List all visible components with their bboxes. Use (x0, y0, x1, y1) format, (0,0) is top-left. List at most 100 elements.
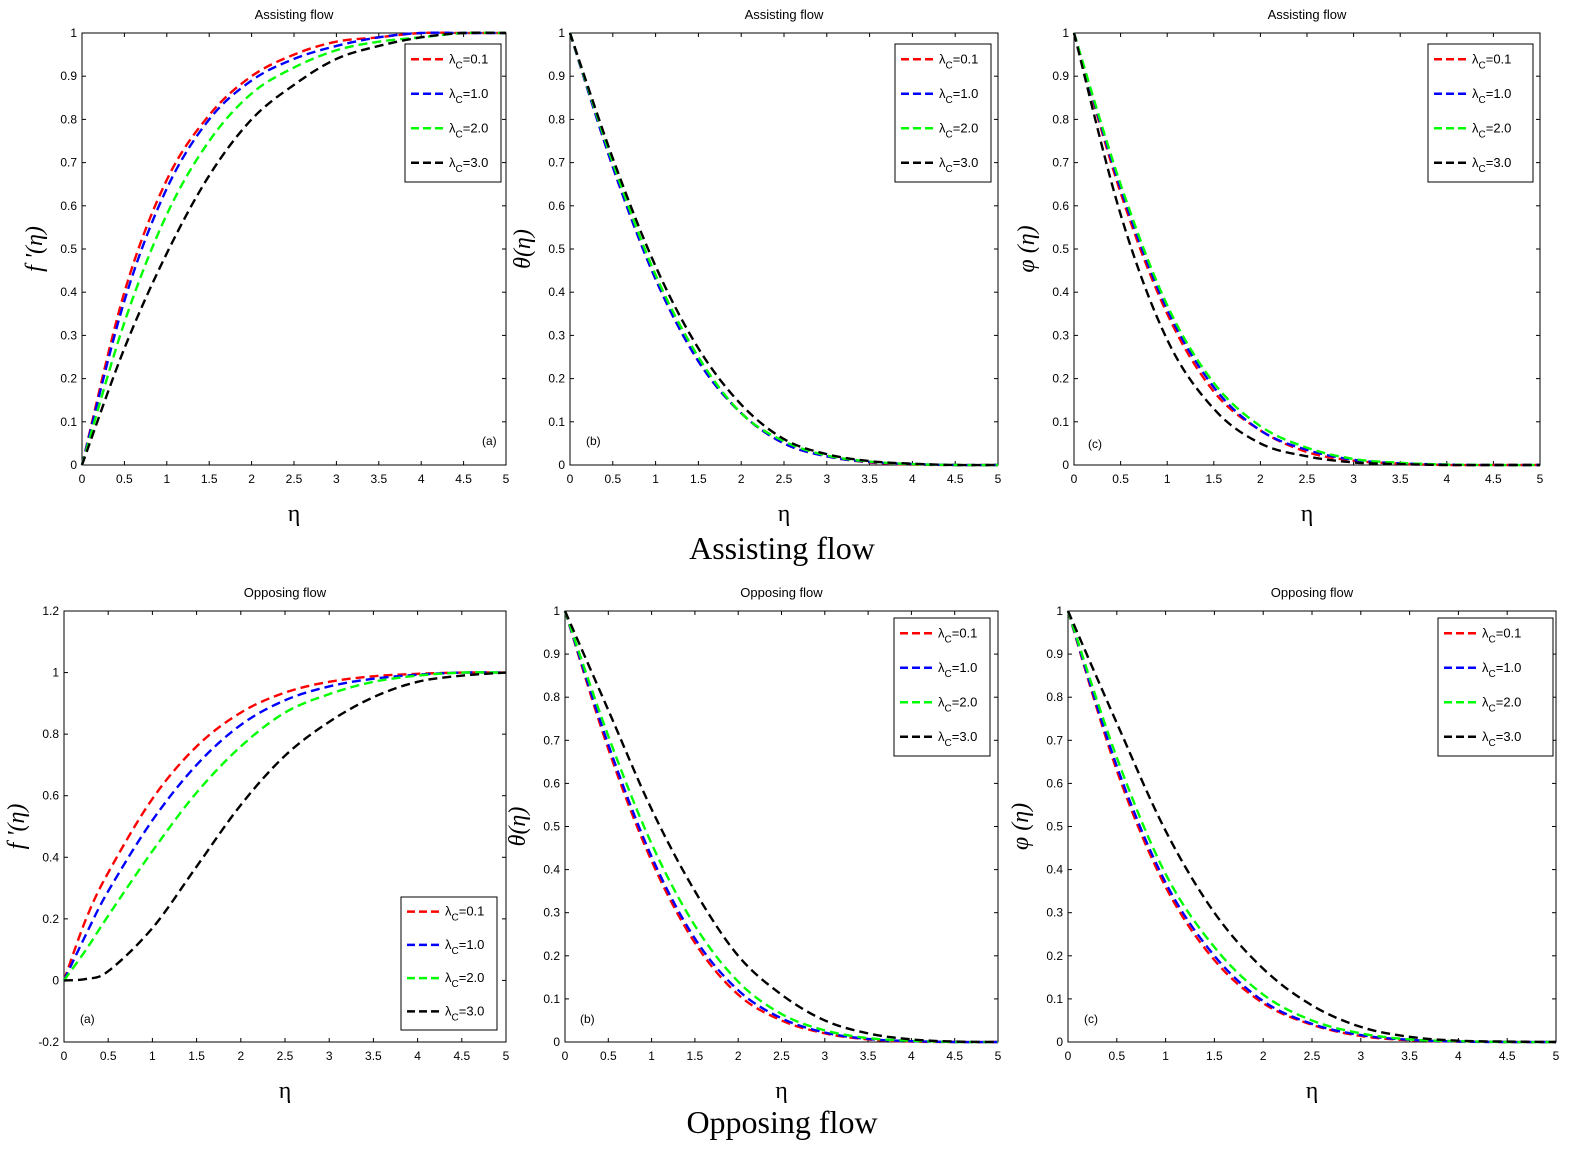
x-tick-label: 1.5 (687, 1049, 704, 1063)
series-line-3 (80, 31, 507, 466)
x-tick-label: 5 (995, 1049, 1002, 1063)
legend-label: λC=1.0 (939, 86, 978, 106)
x-tick-label: 3 (1350, 472, 1357, 486)
y-tick-label: 0.1 (548, 415, 565, 429)
y-tick-label: 0.3 (548, 328, 565, 342)
x-tick-label: 1.5 (201, 472, 218, 486)
legend-label: λC=0.1 (445, 904, 484, 924)
x-tick-label: 3 (1357, 1049, 1364, 1063)
x-tick-label: 4 (418, 472, 425, 486)
y-tick-label: 0.9 (548, 69, 565, 83)
legend: λC=0.1 λC=1.0 λC=2.0 λC=3.0 (404, 43, 502, 183)
legend-label: λC=0.1 (938, 625, 977, 645)
chart-panel-assist-c: 0 0.5 1 1.5 2 2.5 3 3.5 4 4.5 5 0 0.1 0.2 0.3 0.4 0.5 0.6… (1014, 7, 1544, 527)
x-tick-label: 5 (1537, 472, 1544, 486)
x-tick-label: 2 (1260, 1049, 1267, 1063)
y-tick-label: 0.1 (60, 415, 77, 429)
x-tick-label: 2.5 (1299, 472, 1316, 486)
series-line-4 (568, 32, 999, 467)
caption-opposing-flow: Opposing flow (686, 1104, 878, 1140)
legend-label: λC=1.0 (449, 86, 488, 106)
y-tick-label: 0.1 (543, 992, 560, 1006)
legend: λC=0.1 λC=1.0 λC=2.0 λC=3.0 (1437, 617, 1554, 757)
chart-title: Opposing flow (244, 585, 327, 600)
legend-label: λC=3.0 (1482, 729, 1521, 749)
series-line-4 (1072, 32, 1540, 467)
y-tick-label: 1 (1056, 604, 1063, 618)
x-tick-label: 1.5 (690, 472, 707, 486)
chart-title: Assisting flow (745, 7, 824, 22)
legend-label: λC=1.0 (1482, 660, 1521, 680)
y-axis-label: φ (η) (1008, 803, 1034, 850)
chart-panel-oppose-c: 0 0.5 1 1.5 2 2.5 3 3.5 4 4.5 5 0 0.1 0.2 0.3 0.4 0.5 0.6… (1008, 585, 1560, 1104)
x-tick-label: 0 (1065, 1049, 1072, 1063)
x-axis-label: η (288, 501, 301, 527)
panel-label: (c) (1084, 1012, 1098, 1026)
x-tick-label: 0.5 (604, 472, 621, 486)
x-axis-label: η (279, 1078, 292, 1104)
x-tick-label: 4.5 (1499, 1049, 1516, 1063)
y-tick-label: -0.2 (38, 1035, 59, 1049)
legend-label: λC=2.0 (445, 970, 484, 990)
y-tick-label: 1.2 (42, 604, 59, 618)
x-tick-label: 3.5 (861, 472, 878, 486)
chart-title: Opposing flow (740, 585, 823, 600)
x-tick-label: 0.5 (600, 1049, 617, 1063)
legend-label: λC=3.0 (939, 155, 978, 175)
legend-box (404, 43, 502, 183)
chart-title: Opposing flow (1271, 585, 1354, 600)
x-tick-label: 2.5 (773, 1049, 790, 1063)
x-tick-label: 0 (1071, 472, 1078, 486)
x-tick-label: 4 (1443, 472, 1450, 486)
y-tick-label: 0.6 (60, 199, 77, 213)
panel-label: (a) (482, 434, 497, 448)
legend-label: λC=1.0 (445, 937, 484, 957)
y-tick-label: 0.1 (1046, 992, 1063, 1006)
y-tick-label: 0.3 (60, 328, 77, 342)
legend-label: λC=2.0 (1472, 120, 1511, 140)
x-tick-label: 1 (652, 472, 659, 486)
chart-panel-oppose-a: 0 0.5 1 1.5 2 2.5 3 3.5 4 4.5 5-0.200.20.40.60.811… (4, 585, 510, 1104)
legend-label: λC=3.0 (1472, 155, 1511, 175)
legend-label: λC=1.0 (1472, 86, 1511, 106)
panel-label: (c) (1088, 437, 1102, 451)
x-axis-label: η (775, 1078, 788, 1104)
x-tick-label: 1 (149, 1049, 156, 1063)
y-tick-label: 0.7 (548, 156, 565, 170)
y-tick-label: 1 (553, 604, 560, 618)
legend-label: λC=3.0 (445, 1003, 484, 1023)
x-tick-label: 3 (821, 1049, 828, 1063)
y-tick-label: 0.7 (543, 733, 560, 747)
x-tick-label: 0 (79, 472, 86, 486)
x-tick-label: 3.5 (1401, 1049, 1418, 1063)
series-line-2 (1066, 610, 1557, 1044)
legend-box (1427, 43, 1534, 183)
x-tick-label: 1 (1162, 1049, 1169, 1063)
series-line-2 (80, 31, 506, 466)
x-tick-label: 1 (648, 1049, 655, 1063)
y-tick-label: 0.5 (1046, 820, 1063, 834)
y-tick-label: 0.4 (1052, 285, 1069, 299)
panel-label: (b) (580, 1012, 595, 1026)
y-tick-label: 0.3 (1052, 328, 1069, 342)
x-tick-label: 4 (1455, 1049, 1462, 1063)
x-tick-label: 5 (1553, 1049, 1560, 1063)
y-axis-label: f '(η) (4, 804, 30, 850)
y-tick-label: 0 (1056, 1035, 1063, 1049)
panel-label: (b) (586, 434, 601, 448)
chart-panel-assist-a: 0 0.5 1 1.5 2 2.5 3 3.5 4 4.5 5 0 0.1 0.2 0.3 0.4 0.5 0.6… (22, 7, 510, 527)
series-line-3 (1072, 32, 1541, 467)
x-tick-label: 2 (237, 1049, 244, 1063)
x-tick-label: 4 (908, 1049, 915, 1063)
x-tick-label: 0.5 (100, 1049, 117, 1063)
legend-label: λC=2.0 (939, 120, 978, 140)
legend-box (893, 617, 991, 757)
y-axis-label: θ(η) (505, 807, 531, 847)
caption-assisting-flow: Assisting flow (689, 530, 875, 566)
y-tick-label: 0.6 (548, 199, 565, 213)
legend: λC=0.1 λC=1.0 λC=2.0 λC=3.0 (893, 617, 991, 757)
y-tick-label: 0.2 (543, 949, 560, 963)
x-tick-label: 4 (414, 1049, 421, 1063)
legend-label: λC=2.0 (1482, 694, 1521, 714)
